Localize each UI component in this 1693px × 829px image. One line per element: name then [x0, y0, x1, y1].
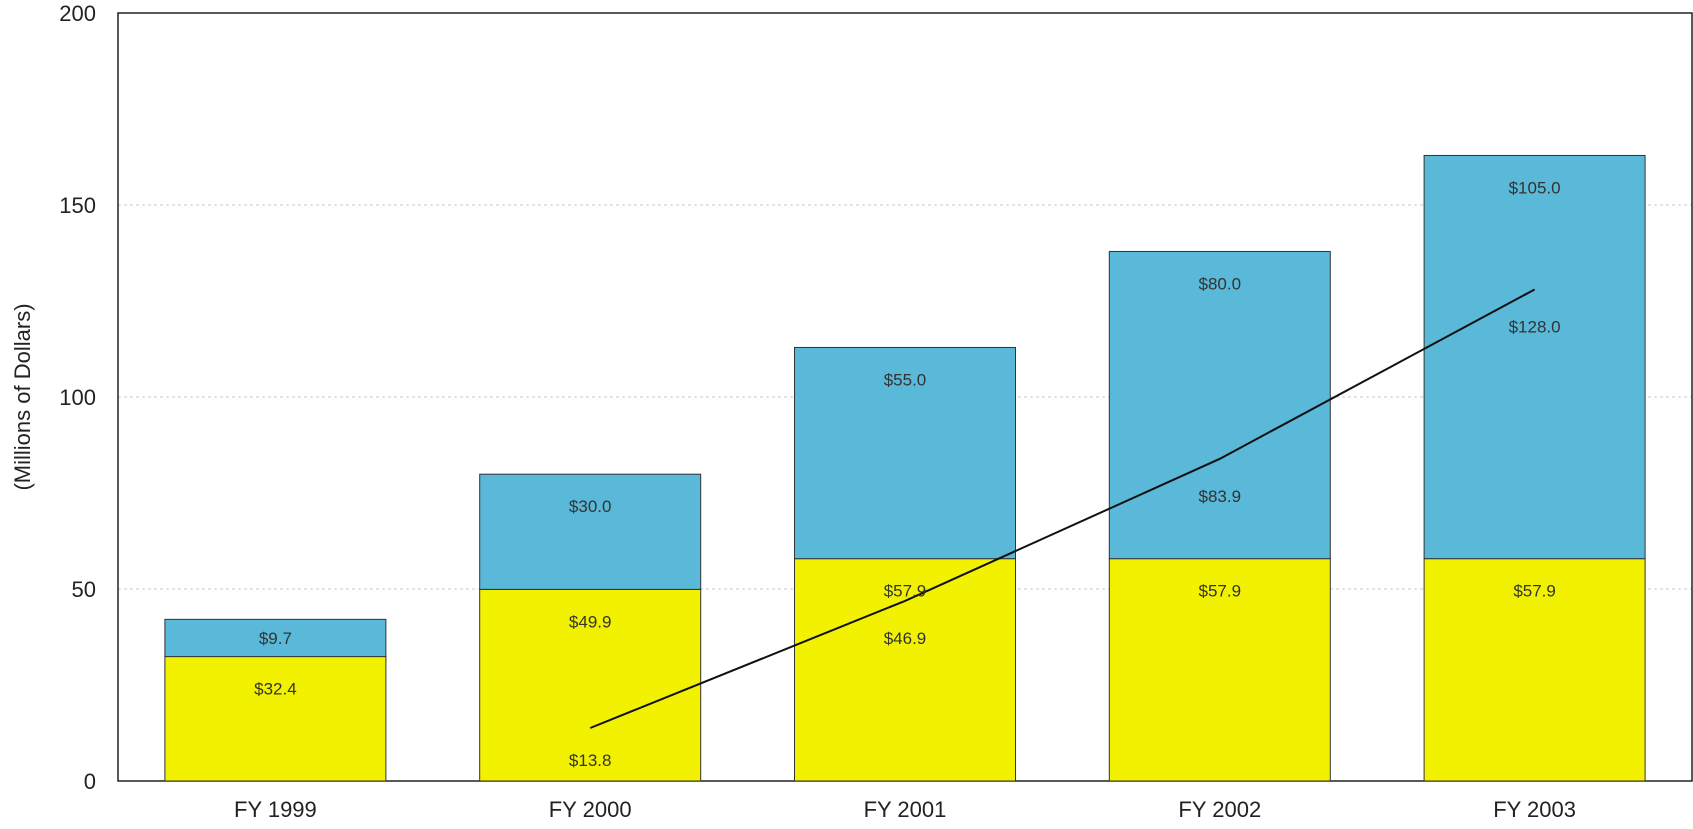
x-tick-label: FY 2003: [1493, 797, 1576, 822]
data-labels: $32.4 $49.9 $57.9 $57.9 $57.9 $9.7 $30.0 $55.0 $…: [254, 178, 1560, 770]
bar-segment-top: [1423, 154, 1646, 560]
y-tick-label: 50: [72, 577, 96, 602]
bar-data-label: $30.0: [569, 497, 612, 516]
bar-segment-base: [479, 588, 702, 782]
line-data-label: $128.0: [1509, 317, 1561, 336]
bar-segment-top: [794, 346, 1016, 560]
bar-segment-base: [1108, 558, 1331, 782]
y-axis-title: (Millions of Dollars): [10, 303, 35, 490]
x-tick-label: FY 1999: [234, 797, 317, 822]
bar-data-label: $9.7: [259, 629, 292, 648]
y-tick-label: 100: [59, 385, 96, 410]
line-data-label: $13.8: [569, 751, 612, 770]
bar-segment-top: [164, 618, 387, 658]
bar-segment-top: [1108, 250, 1331, 560]
bar-segment-base: [1423, 558, 1646, 782]
trend-line-layer: [589, 288, 1536, 729]
x-axis-ticks: FY 1999 FY 2000 FY 2001 FY 2002 FY 2003: [234, 797, 1576, 822]
bars: [164, 154, 1646, 782]
y-axis-ticks: 0 50 100 150 200: [59, 1, 96, 794]
bar-data-label: $57.9: [1199, 582, 1242, 601]
x-tick-label: FY 2000: [549, 797, 632, 822]
bar-data-label: $49.9: [569, 612, 612, 631]
line-data-label: $83.9: [1199, 487, 1242, 506]
x-tick-label: FY 2001: [864, 797, 947, 822]
bar-data-label: $105.0: [1509, 178, 1561, 197]
bar-data-label: $32.4: [254, 680, 297, 699]
x-tick-label: FY 2002: [1178, 797, 1261, 822]
line-data-label: $46.9: [884, 629, 927, 648]
bar-segment-base: [164, 656, 387, 782]
trend-line: [589, 288, 1536, 729]
bar-data-label: $57.9: [1513, 582, 1556, 601]
y-tick-label: 200: [59, 1, 96, 26]
bar-segment-base: [794, 558, 1016, 782]
y-tick-label: 0: [84, 769, 96, 794]
bar-data-label: $80.0: [1199, 274, 1242, 293]
bar-data-label: $57.9: [884, 582, 927, 601]
y-tick-label: 150: [59, 193, 96, 218]
bar-data-label: $55.0: [884, 370, 927, 389]
bar-segment-top: [479, 473, 702, 590]
